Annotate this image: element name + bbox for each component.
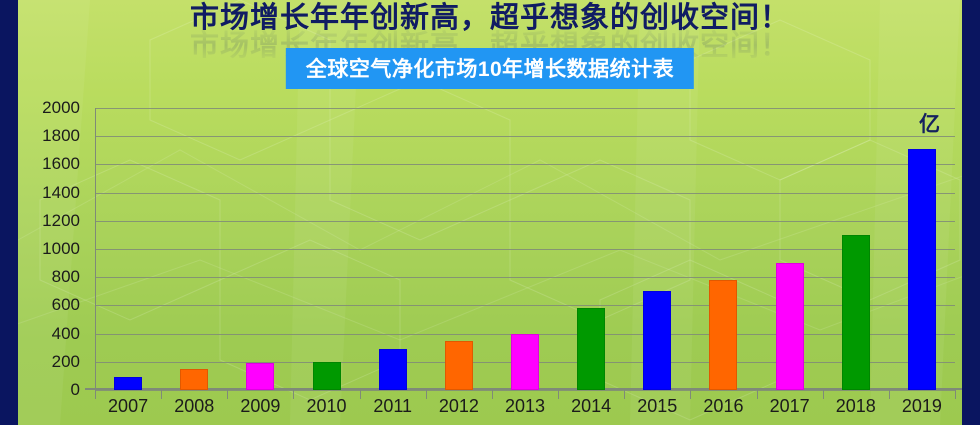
gridline	[95, 220, 955, 222]
subtitle-banner: 全球空气净化市场10年增长数据统计表	[285, 48, 695, 89]
y-axis-tick-label: 1200	[42, 210, 80, 230]
bar-2010	[312, 361, 341, 390]
unit-label: 亿	[919, 113, 940, 136]
y-axis-labels: 2000 1800 1600 1400 1200 1000 800 600 400 200 0	[18, 98, 80, 399]
bar-2008	[180, 368, 209, 390]
y-axis-tick-label: 800	[51, 267, 80, 287]
x-axis-tick-label: 2016	[703, 396, 744, 416]
x-axis-tick	[293, 390, 295, 399]
x-axis-tick-label: 2015	[637, 396, 678, 416]
x-axis-tick-label: 2018	[835, 396, 876, 416]
x-axis-tick	[161, 390, 163, 399]
y-axis-tick-label: 600	[51, 295, 80, 315]
y-axis-tick-label: 200	[51, 351, 80, 371]
x-axis-tick	[425, 390, 427, 399]
x-axis-tick	[690, 390, 692, 399]
x-axis-tick	[95, 390, 96, 399]
gridline	[95, 136, 955, 138]
gridline	[95, 108, 955, 109]
header: 市场增长年年创新高，超乎想象的创收空间！ 市场增长年年创新高，超乎想象的创收空间…	[0, 0, 980, 92]
x-axis-tick	[491, 390, 493, 399]
x-axis-tick-label: 2017	[769, 396, 810, 416]
gridline	[95, 164, 955, 166]
x-axis-tick	[955, 390, 956, 399]
bar-2015	[643, 291, 672, 390]
bar-2019	[907, 148, 936, 390]
left-rail	[0, 0, 18, 425]
x-axis-tick	[359, 390, 361, 399]
x-axis-tick	[558, 390, 560, 399]
page-title: 市场增长年年创新高，超乎想象的创收空间！	[189, 2, 790, 34]
x-axis-tick	[227, 390, 229, 399]
x-axis-labels: 2007 2008 2009 2010 2011 2012 2013 2014 2015 2016…	[95, 396, 955, 422]
gridline	[95, 277, 955, 279]
x-axis-tick-label: 2014	[571, 396, 612, 416]
y-axis-tick-label: 0	[70, 380, 80, 399]
x-axis-tick-label: 2012	[438, 396, 479, 416]
x-axis-tick-label: 2009	[240, 396, 281, 416]
bar-2012	[444, 340, 473, 390]
bar-2018	[841, 234, 870, 390]
x-axis-tick-label: 2010	[306, 396, 347, 416]
x-axis-tick	[888, 390, 890, 399]
x-axis-tick-label: 2007	[108, 396, 149, 416]
x-axis-tick	[822, 390, 824, 399]
bar-2013	[511, 333, 539, 390]
bar-2014	[577, 308, 606, 390]
y-axis-tick-label: 1800	[42, 126, 80, 146]
gridline	[95, 249, 955, 250]
x-axis-tick-label: 2013	[504, 396, 546, 416]
y-axis-tick-label: 1000	[42, 239, 80, 258]
x-axis-tick	[624, 390, 626, 399]
y-axis-tick-label: 1600	[42, 154, 80, 174]
y-axis-tick-label: 2000	[42, 98, 80, 117]
subtitle-text: 全球空气净化市场10年增长数据统计表	[305, 58, 675, 81]
right-rail	[962, 0, 980, 425]
gridline	[95, 192, 955, 194]
bar-series	[95, 108, 956, 399]
x-axis-tick-label: 2008	[174, 396, 215, 416]
bar-2009	[246, 362, 275, 390]
bar-2007	[114, 377, 143, 390]
bar-2016	[709, 280, 738, 390]
bar-2017	[775, 263, 804, 390]
y-axis-tick-label: 400	[51, 323, 80, 343]
gridline	[95, 305, 955, 307]
bar-2011	[378, 349, 407, 390]
x-axis-tick-label: 2019	[901, 396, 942, 416]
y-axis-tick-label: 1400	[42, 182, 80, 202]
gridline	[95, 390, 955, 391]
x-axis-tick-label: 2011	[373, 396, 413, 416]
x-axis-tick	[756, 390, 758, 399]
